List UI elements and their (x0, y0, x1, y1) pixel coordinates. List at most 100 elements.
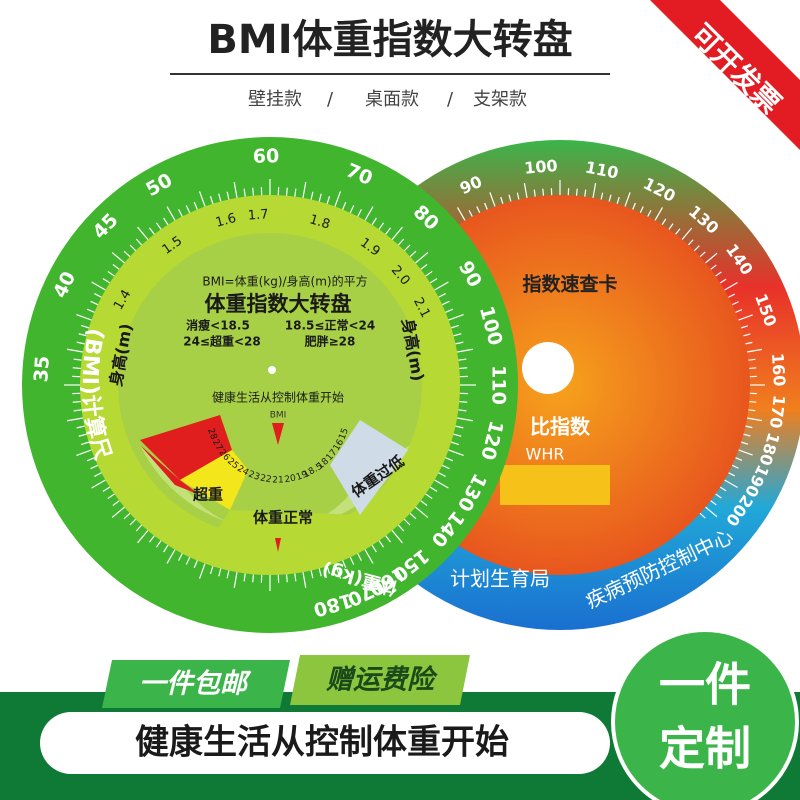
window-number: 15 (338, 427, 351, 441)
tick (533, 189, 536, 197)
tick (484, 202, 488, 210)
tick (107, 493, 115, 500)
tick (198, 191, 206, 207)
tick (86, 457, 95, 462)
tick (409, 250, 417, 258)
tick (302, 572, 307, 588)
range: 24≤超重<28 (183, 334, 261, 349)
tick (137, 530, 149, 544)
tick (731, 464, 739, 469)
tick (135, 238, 143, 246)
back-title: 指数速查卡 (522, 273, 617, 296)
tick (489, 192, 496, 207)
tick (453, 333, 462, 337)
tick (80, 441, 89, 446)
tick (724, 281, 738, 291)
tick (349, 205, 355, 214)
tick (738, 314, 753, 321)
tick (349, 556, 355, 565)
tick (209, 195, 214, 204)
tick (163, 217, 169, 226)
zone-normal (210, 510, 360, 540)
banner (40, 712, 610, 774)
window-number: 22 (259, 474, 272, 486)
tick (438, 293, 446, 298)
tick (745, 425, 753, 429)
tick (459, 367, 468, 370)
window-number: 20 (284, 473, 297, 485)
badge-text: 赠运费险 (326, 665, 438, 696)
tick (741, 325, 749, 329)
tick (741, 441, 749, 445)
tick (743, 433, 751, 437)
badge-text: 一件包邮 (139, 669, 252, 700)
tick (719, 486, 727, 492)
tick (441, 300, 450, 306)
tick (243, 188, 246, 197)
tick (371, 217, 377, 226)
tick (378, 540, 385, 548)
back-code: WHR (526, 445, 565, 464)
formula: BMI=体重(kg)/身高(m)的平方 (202, 274, 367, 289)
tick (226, 570, 230, 579)
tick (608, 194, 612, 202)
tick (654, 207, 664, 221)
tick (415, 506, 429, 518)
tick (226, 191, 230, 200)
tick (453, 433, 462, 437)
tick (429, 486, 438, 492)
tick (94, 293, 102, 298)
tick (318, 193, 322, 202)
custom-text: 一件 (659, 658, 751, 712)
weight-mark: 60 (253, 145, 280, 167)
height-mark: 1.7 (247, 207, 269, 223)
tick (705, 506, 718, 518)
tick (294, 573, 297, 582)
tick (710, 500, 717, 506)
tick (310, 570, 314, 579)
tick (403, 518, 411, 526)
height-mark: 1.8 (308, 212, 332, 232)
tick (185, 556, 191, 565)
tick (451, 324, 460, 329)
tick (334, 191, 342, 207)
tick (385, 535, 392, 543)
tick (252, 574, 255, 583)
tick (584, 189, 587, 197)
tick (86, 308, 95, 313)
style-option: 壁挂款 (248, 89, 302, 110)
tick (243, 573, 246, 582)
pointer-label: BMI (270, 411, 287, 421)
tick (233, 572, 238, 588)
tick (123, 512, 131, 520)
tick (728, 293, 736, 298)
tick (326, 566, 331, 575)
tick (148, 227, 155, 235)
tick (448, 449, 464, 457)
tick (80, 324, 89, 329)
tick (385, 227, 392, 235)
range: 消瘦<18.5 (186, 318, 250, 333)
tick (166, 206, 176, 221)
tick (592, 183, 597, 198)
tick (748, 409, 756, 412)
window-number: 23 (247, 470, 261, 483)
tick (687, 239, 694, 246)
tick (112, 263, 120, 270)
tick (425, 270, 433, 277)
tick (73, 409, 82, 412)
tick (715, 271, 722, 277)
tick (155, 222, 162, 230)
tick (391, 530, 403, 544)
tick (632, 202, 636, 210)
tick (310, 191, 314, 200)
tick (137, 226, 149, 240)
tick (166, 549, 176, 564)
tick (542, 188, 545, 196)
tick (731, 301, 739, 306)
tick (155, 540, 162, 548)
window-number: 21 (272, 476, 283, 486)
badge (102, 660, 290, 708)
tick (198, 563, 206, 579)
tick (575, 188, 578, 196)
